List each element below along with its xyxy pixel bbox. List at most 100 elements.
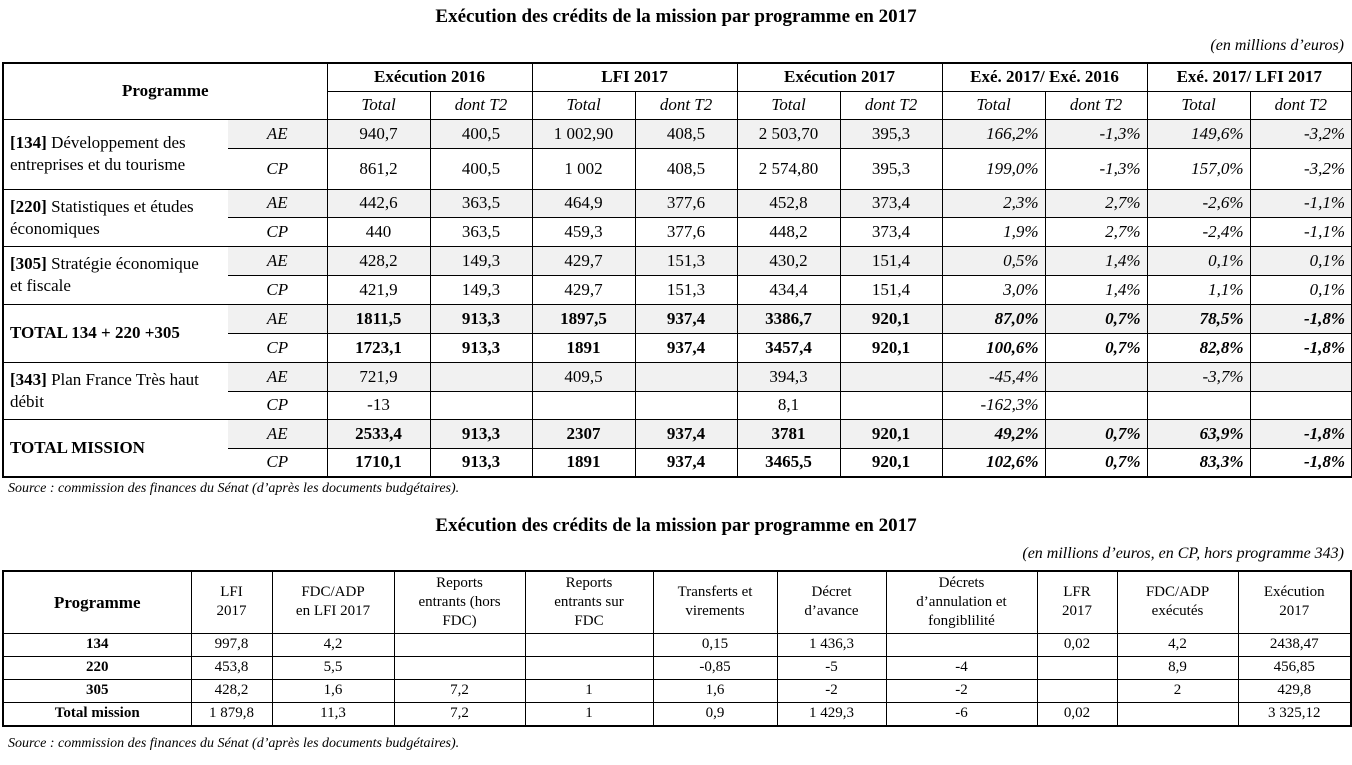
- table-cell: -2,4%: [1146, 216, 1251, 247]
- header-cell: Exé. 2017/ LFI 2017: [1146, 62, 1352, 92]
- table-cell: 937,4: [634, 332, 738, 363]
- program-label: Total mission: [2, 701, 192, 726]
- table-cell: -1,1%: [1249, 188, 1352, 218]
- program-label: [220] Statistiques et études économiques: [2, 188, 228, 247]
- table-cell: 8,9: [1116, 655, 1239, 680]
- table-cell: 151,4: [839, 274, 943, 305]
- table-cell: [1036, 655, 1118, 680]
- table-cell: [634, 390, 738, 420]
- header-cell: Exécution 2017: [736, 62, 943, 92]
- table-cell: [1249, 361, 1352, 392]
- table-cell: 2: [1116, 678, 1239, 703]
- table-cell: [1044, 361, 1148, 392]
- table-cell: 913,3: [429, 332, 533, 363]
- table-cell: [531, 390, 636, 420]
- program-label: 134: [2, 632, 192, 657]
- credit-kind: AE: [228, 303, 328, 334]
- label-text: [305] Stratégie économique et fiscale: [10, 253, 208, 297]
- table-row: CP 861,2 400,5 1 002 408,5 2 574,80 395,3 199,0…: [3, 147, 1352, 190]
- table-cell: 1,6: [271, 678, 395, 703]
- table-cell: 3781: [736, 418, 841, 449]
- table-cell: [524, 655, 654, 680]
- table-cell: 1: [524, 678, 654, 703]
- table-cell: 3465,5: [736, 447, 841, 478]
- table-cell: 157,0%: [1146, 147, 1251, 190]
- table-cell: 2,7%: [1044, 216, 1148, 247]
- table-row: CP 1710,1 913,3 1891 937,4 3465,5 920,1 102,6% 0…: [3, 447, 1352, 478]
- program-name: TOTAL 134 + 220 +305: [10, 323, 180, 342]
- table-cell: 920,1: [839, 447, 943, 478]
- table-cell: -3,7%: [1146, 361, 1251, 392]
- program-name: Plan France Très haut débit: [10, 369, 199, 411]
- table-cell: 377,6: [634, 216, 738, 247]
- program-code: [134]: [10, 133, 47, 152]
- table-cell: 5,5: [271, 655, 395, 680]
- table-cell: 721,9: [326, 361, 431, 392]
- table-cell: 0,1%: [1249, 245, 1352, 276]
- header-cell: LFI 2017: [190, 570, 273, 634]
- table-cell: 151,3: [634, 245, 738, 276]
- table-cell: [1044, 390, 1148, 420]
- table-cell: 0,02: [1036, 701, 1118, 726]
- header-cell: Exé. 2017/ Exé. 2016: [941, 62, 1148, 92]
- table-cell: 3 325,12: [1237, 701, 1352, 726]
- table-cell: 373,4: [839, 188, 943, 218]
- table-cell: 1710,1: [326, 447, 431, 478]
- table-row: [134] Développement des entreprises et d…: [2, 118, 1352, 190]
- table-cell: -6: [885, 701, 1038, 726]
- table-cell: 1 436,3: [776, 632, 887, 657]
- header-cell: Transferts et virements: [652, 570, 778, 634]
- table-cell: 166,2%: [941, 118, 1046, 149]
- header-row: Total dont T2 Total dont T2 Total dont T2 Tota…: [3, 90, 1352, 120]
- table-cell: 997,8: [190, 632, 273, 657]
- table-cell: 3386,7: [736, 303, 841, 334]
- table-cell: 1897,5: [531, 303, 636, 334]
- table-cell: [1249, 390, 1352, 420]
- credit-kind: CP: [228, 216, 328, 247]
- table-cell: 4,2: [271, 632, 395, 657]
- header-cell: dont T2: [839, 90, 943, 120]
- table-cell: 459,3: [531, 216, 636, 247]
- table-cell: 149,6%: [1146, 118, 1251, 149]
- table-cell: 453,8: [190, 655, 273, 680]
- credit-kind: CP: [228, 147, 328, 190]
- table-cell: [1036, 678, 1118, 703]
- table-cell: 1 002: [531, 147, 636, 190]
- table-cell: 0,1%: [1249, 274, 1352, 305]
- table-title: Exécution des crédits de la mission par …: [435, 515, 917, 536]
- table-cell: -1,3%: [1044, 147, 1148, 190]
- header-cell: dont T2: [1249, 90, 1352, 120]
- table-cell: 151,4: [839, 245, 943, 276]
- table-cell: 2,7%: [1044, 188, 1148, 218]
- table-row: TOTAL 134 + 220 +305 AE 1811,5 913,3 1897,5 9…: [2, 303, 1352, 363]
- table-cell: [429, 361, 533, 392]
- table-cell: 464,9: [531, 188, 636, 218]
- program-label: [343] Plan France Très haut débit: [2, 361, 228, 420]
- table-cell: 1,9%: [941, 216, 1046, 247]
- table-cell: 429,8: [1237, 678, 1352, 703]
- header-cell: Total: [941, 90, 1046, 120]
- table-cell: 421,9: [326, 274, 431, 305]
- table-cell: -1,8%: [1249, 447, 1352, 478]
- source-note: Source : commission des finances du Séna…: [8, 481, 460, 496]
- movements-table: Programme LFI 2017 FDC/ADP en LFI 2017 Repo…: [2, 570, 1352, 727]
- table-cell: 428,2: [326, 245, 431, 276]
- table-cell: 920,1: [839, 332, 943, 363]
- header-cell: Décret d’avance: [776, 570, 887, 634]
- table-cell: [393, 655, 526, 680]
- header-cell: Total: [736, 90, 841, 120]
- table-cell: [885, 632, 1038, 657]
- header-cell: Reports entrants sur FDC: [524, 570, 654, 634]
- table-cell: 1811,5: [326, 303, 431, 334]
- table-cell: 913,3: [429, 303, 533, 334]
- header-cell: Décrets d’annulation et fongiblilité: [885, 570, 1038, 634]
- table-cell: 199,0%: [941, 147, 1046, 190]
- table-cell: -1,1%: [1249, 216, 1352, 247]
- table-cell: 1 429,3: [776, 701, 887, 726]
- header-row: Programme LFI 2017 FDC/ADP en LFI 2017 Repo…: [2, 570, 1352, 634]
- table-cell: -2,6%: [1146, 188, 1251, 218]
- table-row: 220 453,8 5,5 -0,85 -5 -4 8,9 456,85: [2, 655, 1352, 680]
- header-cell: LFR 2017: [1036, 570, 1118, 634]
